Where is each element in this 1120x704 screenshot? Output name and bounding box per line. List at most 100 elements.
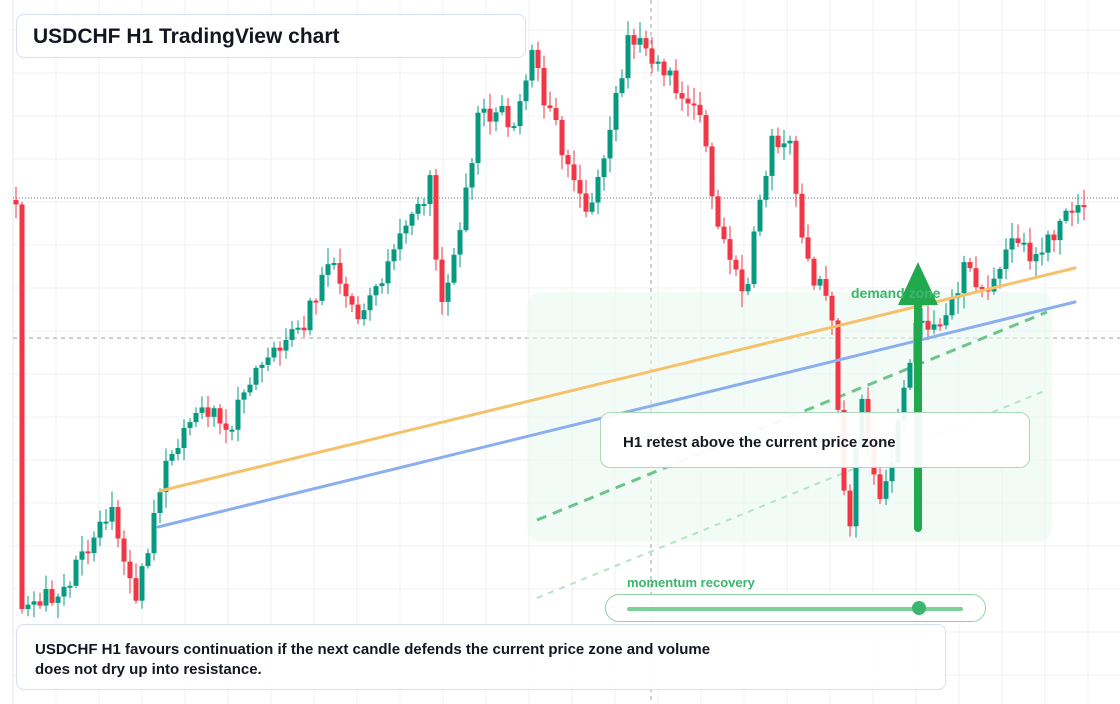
candle-body-up [151, 513, 157, 554]
candle-body-up [235, 399, 241, 430]
candle-body-up [817, 279, 823, 286]
candle-body-down [733, 259, 739, 270]
candle-body-up [421, 203, 427, 206]
candle-body-up [109, 507, 115, 522]
candle-body-up [745, 284, 751, 292]
candle-body-up [79, 551, 85, 560]
candle-body-up [589, 202, 595, 212]
candle-body-up [529, 49, 535, 81]
retest-callout: H1 retest above the current price zone [600, 412, 1030, 468]
candle-body-up [373, 286, 379, 296]
momentum-track [627, 607, 963, 611]
candle-body-up [319, 274, 325, 301]
candle-body-up [103, 521, 109, 524]
up-arrow-icon [898, 262, 938, 305]
candle-body-up [619, 78, 625, 93]
candle-body-down [133, 578, 139, 601]
candle-body-up [781, 143, 787, 148]
candle-body-down [487, 108, 493, 122]
candle-body-up [637, 38, 643, 45]
candle-body-up [67, 585, 73, 588]
candle-body-down [223, 423, 229, 430]
candle-body-up [199, 407, 205, 413]
candle-body-up [451, 254, 457, 283]
chart-title-panel: USDCHF H1 TradingView chart [16, 14, 526, 58]
candle-body-down [691, 103, 697, 106]
candle-body-up [751, 231, 757, 284]
candle-body-up [613, 93, 619, 130]
candle-body-up [43, 589, 49, 606]
candle-body-up [325, 264, 331, 275]
candle-body-up [145, 553, 151, 567]
candle-body-up [1003, 249, 1009, 269]
candle-body-up [763, 176, 769, 200]
candle-body-down [937, 324, 943, 327]
candle-body-up [1063, 210, 1069, 221]
candle-body-down [85, 551, 91, 554]
candle-body-up [1075, 205, 1081, 213]
candle-body-up [283, 340, 289, 351]
candle-body-up [463, 187, 469, 231]
candle-body-up [883, 481, 889, 499]
candle-body-down [121, 538, 127, 562]
candle-body-down [823, 279, 829, 296]
candle-body-down [313, 300, 319, 303]
candle-body-up [1033, 254, 1039, 262]
candle-body-down [277, 347, 283, 351]
candle-body-down [1081, 205, 1087, 208]
candle-body-up [949, 298, 955, 316]
candle-body-up [391, 249, 397, 262]
candle-body-up [481, 108, 487, 113]
candle-body-up [91, 537, 97, 554]
candle-body-down [1051, 234, 1057, 241]
candle-body-down [649, 48, 655, 64]
candle-body-down [217, 408, 223, 424]
candle-body-up [625, 35, 631, 79]
candle-body-down [1069, 210, 1075, 213]
candle-body-up [307, 300, 313, 331]
momentum-label: momentum recovery [627, 575, 755, 590]
candle-body-up [427, 175, 433, 204]
candle-body-down [577, 180, 583, 194]
candle-body-down [505, 106, 511, 128]
candle-body-up [1021, 242, 1027, 245]
candle-body-down [643, 38, 649, 49]
candle-body-down [703, 115, 709, 147]
candle-body-down [37, 601, 43, 606]
candle-body-up [73, 559, 79, 586]
candle-body-up [241, 392, 247, 400]
candle-body-down [967, 262, 973, 269]
candle-body-up [409, 213, 415, 226]
candle-body-down [433, 175, 439, 260]
candle-body-up [193, 413, 199, 423]
candle-body-up [511, 126, 517, 129]
candle-body-down [775, 135, 781, 148]
candle-body-up [61, 586, 67, 597]
candle-body-down [565, 155, 571, 165]
candle-body-up [757, 199, 763, 232]
candle-body-down [49, 589, 55, 603]
candle-body-down [205, 407, 211, 417]
candle-body-down [553, 108, 559, 120]
candle-body-up [1009, 238, 1015, 250]
candle-body-up [403, 225, 409, 234]
candle-body-down [739, 269, 745, 292]
candle-body-down [673, 70, 679, 94]
candle-body-up [1039, 252, 1045, 255]
candle-body-down [127, 561, 133, 579]
momentum-meter [605, 594, 986, 622]
candle-body-down [721, 226, 727, 240]
candle-body-up [853, 448, 859, 527]
candle-body-down [847, 490, 853, 527]
candle-body-up [445, 282, 451, 302]
candle-body-down [631, 35, 637, 45]
candle-body-down [679, 93, 685, 99]
candle-body-up [469, 163, 475, 188]
candle-body-up [667, 70, 673, 76]
candle-body-up [787, 140, 793, 144]
candle-body-down [925, 320, 931, 330]
candle-body-down [697, 104, 703, 115]
candle-body-up [1057, 220, 1063, 241]
candle-body-up [379, 283, 385, 287]
candle-body-up [595, 177, 601, 203]
